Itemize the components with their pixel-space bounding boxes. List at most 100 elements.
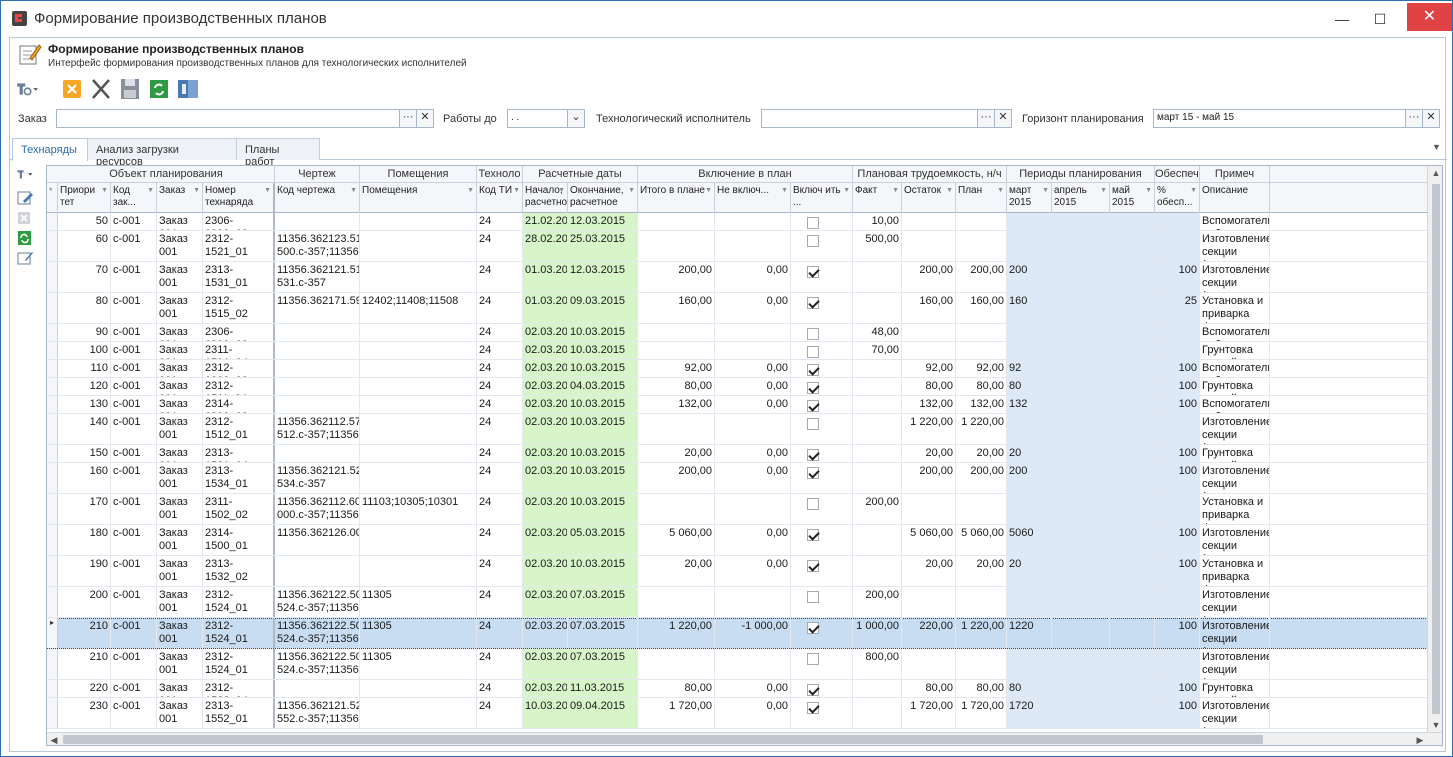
cell-n[interactable]: 2312-1524_01 xyxy=(203,649,275,679)
cell-s[interactable]: 02.03.2015 xyxy=(523,463,568,493)
cell-c[interactable] xyxy=(275,324,360,341)
cell-m[interactable]: 5060 xyxy=(1007,525,1052,555)
include-checkbox[interactable] xyxy=(807,653,819,665)
cell-e[interactable]: 07.03.2015 xyxy=(568,618,638,648)
cell-f[interactable] xyxy=(853,293,902,323)
executor-field[interactable] xyxy=(761,109,979,128)
cell-k[interactable]: с-001 xyxy=(111,414,157,444)
cell-s[interactable]: 02.03.2015 xyxy=(523,445,568,462)
cell-e[interactable]: 10.03.2015 xyxy=(568,360,638,377)
cell-f[interactable]: 1 000,00 xyxy=(853,618,902,648)
row-indicator[interactable] xyxy=(47,262,58,292)
filter-icon[interactable]: ▼ xyxy=(628,187,635,194)
cell-t[interactable]: 24 xyxy=(477,649,523,679)
cell-m[interactable] xyxy=(1007,342,1052,359)
cell-it[interactable]: 20,00 xyxy=(638,556,715,586)
cell-f[interactable] xyxy=(853,378,902,395)
cell-p[interactable]: 190 xyxy=(58,556,111,586)
include-checkbox-cell[interactable] xyxy=(791,618,853,648)
cell-e[interactable]: 10.03.2015 xyxy=(568,494,638,524)
cell-c[interactable] xyxy=(275,445,360,462)
cell-d[interactable]: Изготовление секции (подготов сборочно-с… xyxy=(1200,698,1270,728)
cell-pc[interactable]: 100 xyxy=(1155,556,1200,586)
cell-d[interactable]: Вспомогательные работы xyxy=(1200,360,1270,377)
cell-r[interactable] xyxy=(360,324,477,341)
row-indicator[interactable] xyxy=(47,680,58,697)
cell-m[interactable]: 92 xyxy=(1007,360,1052,377)
cell-c[interactable] xyxy=(275,378,360,395)
cell-p[interactable]: 50 xyxy=(58,213,111,230)
cell-nv[interactable] xyxy=(715,231,791,261)
cell-o[interactable] xyxy=(902,324,956,341)
cell-it[interactable]: 20,00 xyxy=(638,445,715,462)
include-checkbox-cell[interactable] xyxy=(791,231,853,261)
cell-k[interactable]: с-001 xyxy=(111,680,157,697)
cell-r[interactable] xyxy=(360,213,477,230)
cell-z[interactable]: Заказ 001 xyxy=(157,414,203,444)
cell-m[interactable] xyxy=(1007,587,1052,617)
cell-it[interactable] xyxy=(638,494,715,524)
row-indicator[interactable] xyxy=(47,378,58,395)
row-indicator[interactable] xyxy=(47,649,58,679)
cell-z[interactable]: Заказ 001 xyxy=(157,262,203,292)
cell-d[interactable]: Установка и приварка фундаме насыщения xyxy=(1200,556,1270,586)
cell-n[interactable]: 2312-1511_04 xyxy=(203,378,275,395)
cell-nv[interactable]: -1 000,00 xyxy=(715,618,791,648)
cell-d[interactable]: Установка и приварка фундаме насыщения xyxy=(1200,494,1270,524)
table-row[interactable]: 200 с-001 Заказ 001 2312-1524_01 11356.36212… xyxy=(47,587,1442,618)
cell-k[interactable]: с-001 xyxy=(111,556,157,586)
cell-nv[interactable]: 0,00 xyxy=(715,463,791,493)
cell-f[interactable] xyxy=(853,414,902,444)
cell-my[interactable] xyxy=(1110,494,1155,524)
row-indicator[interactable] xyxy=(47,698,58,728)
cell-d[interactable]: Изготовление секции (подготов сборочно-с… xyxy=(1200,463,1270,493)
cell-r[interactable]: 11305 xyxy=(360,587,477,617)
cell-f[interactable] xyxy=(853,262,902,292)
tab-work-plans[interactable]: Планы работ xyxy=(236,138,320,168)
cell-f[interactable]: 10,00 xyxy=(853,213,902,230)
cell-my[interactable] xyxy=(1110,618,1155,648)
cell-my[interactable] xyxy=(1110,396,1155,413)
cell-e[interactable]: 11.03.2015 xyxy=(568,680,638,697)
cell-c[interactable]: 11356.362121.525-552.с-357;11356.36213..… xyxy=(275,698,360,728)
cell-pc[interactable]: 100 xyxy=(1155,378,1200,395)
include-checkbox-cell[interactable] xyxy=(791,342,853,359)
cell-my[interactable] xyxy=(1110,262,1155,292)
cell-r[interactable]: 11305 xyxy=(360,649,477,679)
cell-c[interactable]: 11356.362122.504-524.с-357;11356.36212..… xyxy=(275,649,360,679)
cell-pl[interactable]: 1 720,00 xyxy=(956,698,1007,728)
include-checkbox[interactable] xyxy=(807,467,819,479)
tab-resource-load[interactable]: Анализ загрузки ресурсов xyxy=(87,138,237,168)
cell-m[interactable] xyxy=(1007,414,1052,444)
cell-pl[interactable]: 92,00 xyxy=(956,360,1007,377)
cell-c[interactable] xyxy=(275,680,360,697)
cell-o[interactable]: 1 220,00 xyxy=(902,414,956,444)
cell-pl[interactable]: 80,00 xyxy=(956,378,1007,395)
cell-a[interactable] xyxy=(1052,445,1110,462)
cell-o[interactable] xyxy=(902,649,956,679)
cell-f[interactable] xyxy=(853,556,902,586)
cell-it[interactable]: 132,00 xyxy=(638,396,715,413)
table-row[interactable]: 170 с-001 Заказ 001 2311-1502_02 11356.36211… xyxy=(47,494,1442,525)
cell-nv[interactable] xyxy=(715,649,791,679)
cell-c[interactable] xyxy=(275,396,360,413)
filter-icon[interactable]: ▼ xyxy=(513,187,520,194)
cell-pl[interactable]: 200,00 xyxy=(956,463,1007,493)
cell-k[interactable]: с-001 xyxy=(111,494,157,524)
cell-p[interactable]: 120 xyxy=(58,378,111,395)
cell-r[interactable] xyxy=(360,231,477,261)
cell-n[interactable]: 2312-1521_01 xyxy=(203,231,275,261)
cell-a[interactable] xyxy=(1052,213,1110,230)
column-header[interactable]: Код зак... ▼ xyxy=(111,183,157,213)
cell-my[interactable] xyxy=(1110,587,1155,617)
cell-o[interactable]: 132,00 xyxy=(902,396,956,413)
cell-m[interactable]: 80 xyxy=(1007,680,1052,697)
row-indicator[interactable] xyxy=(47,556,58,586)
cell-m[interactable]: 200 xyxy=(1007,463,1052,493)
cell-o[interactable]: 5 060,00 xyxy=(902,525,956,555)
cell-a[interactable] xyxy=(1052,342,1110,359)
save-icon[interactable] xyxy=(118,76,142,102)
